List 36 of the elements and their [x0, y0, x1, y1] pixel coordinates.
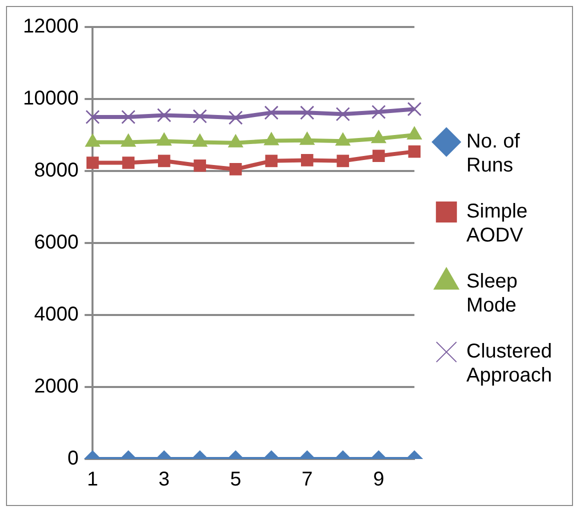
point: [121, 110, 136, 124]
y-tick-label: 2000: [34, 376, 79, 398]
point: [158, 154, 170, 168]
x-tick-label: 5: [230, 468, 242, 491]
point: [336, 154, 350, 168]
legend-label: Sleep Mode: [466, 270, 518, 317]
point: [300, 154, 314, 166]
legend-label: No. of Runs: [466, 130, 520, 177]
x-tick-label: 3: [158, 468, 170, 491]
point: [336, 107, 350, 122]
y-tick-label: 10000: [22, 88, 79, 110]
point: [157, 108, 172, 122]
legend-label: Simple AODV: [466, 200, 528, 247]
y-tick-label: 4000: [34, 304, 79, 326]
point: [408, 145, 421, 158]
y-tick-label: 8000: [34, 160, 79, 182]
point: [229, 163, 242, 176]
point: [228, 110, 243, 125]
point: [192, 109, 207, 124]
legend-label: Clustered Approach: [466, 340, 552, 387]
point: [122, 156, 135, 169]
point: [300, 106, 314, 120]
point: [264, 106, 278, 120]
y-tick-label: 12000: [22, 16, 79, 38]
point: [265, 154, 278, 168]
point: [86, 110, 100, 124]
x-tick-label: 1: [87, 468, 98, 491]
point: [407, 102, 422, 116]
x-tick-label: 9: [373, 468, 384, 491]
x-tick-label: 7: [302, 468, 313, 491]
point: [194, 159, 206, 172]
point: [372, 150, 385, 162]
y-tick-label: 0: [67, 448, 79, 470]
point: [372, 104, 386, 120]
point: [86, 156, 99, 169]
y-tick-label: 6000: [34, 232, 79, 254]
